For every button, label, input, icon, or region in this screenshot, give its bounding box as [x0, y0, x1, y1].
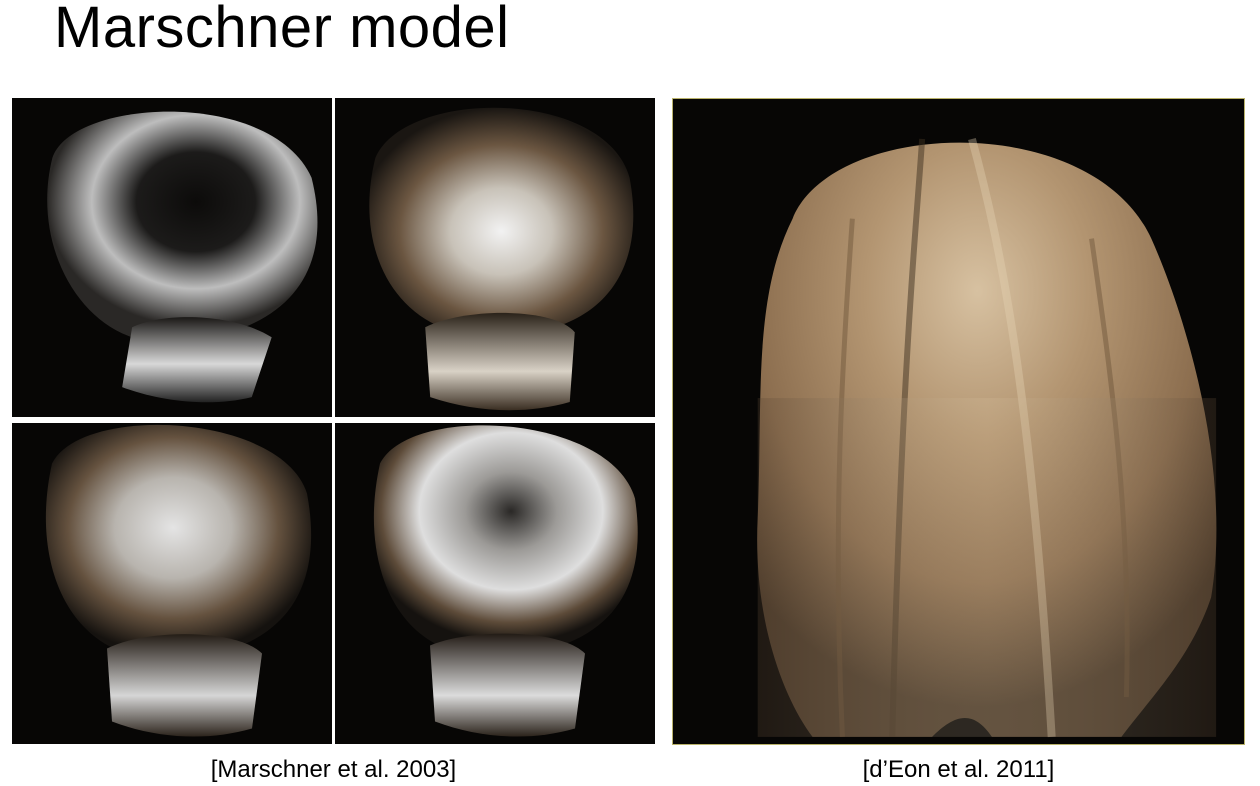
hair-render-top-right: [335, 98, 655, 417]
hair-render-top-left-image: [47, 111, 318, 403]
hair-render-top-right-image: [369, 107, 634, 411]
hair-render-deon-image: [757, 137, 1217, 738]
hair-render-top-left: [12, 98, 332, 417]
hair-render-deon: [672, 98, 1245, 745]
hair-render-bottom-left-image: [45, 424, 312, 737]
caption-deon-2011: [d’Eon et al. 2011]: [862, 756, 1055, 783]
hair-render-bottom-left: [12, 423, 332, 744]
hair-render-bottom-right-image: [373, 425, 638, 737]
hair-render-bottom-right: [335, 423, 655, 744]
slide-title: Marschner model: [54, 0, 510, 60]
caption-marschner-2003: [Marschner et al. 2003]: [210, 756, 457, 783]
